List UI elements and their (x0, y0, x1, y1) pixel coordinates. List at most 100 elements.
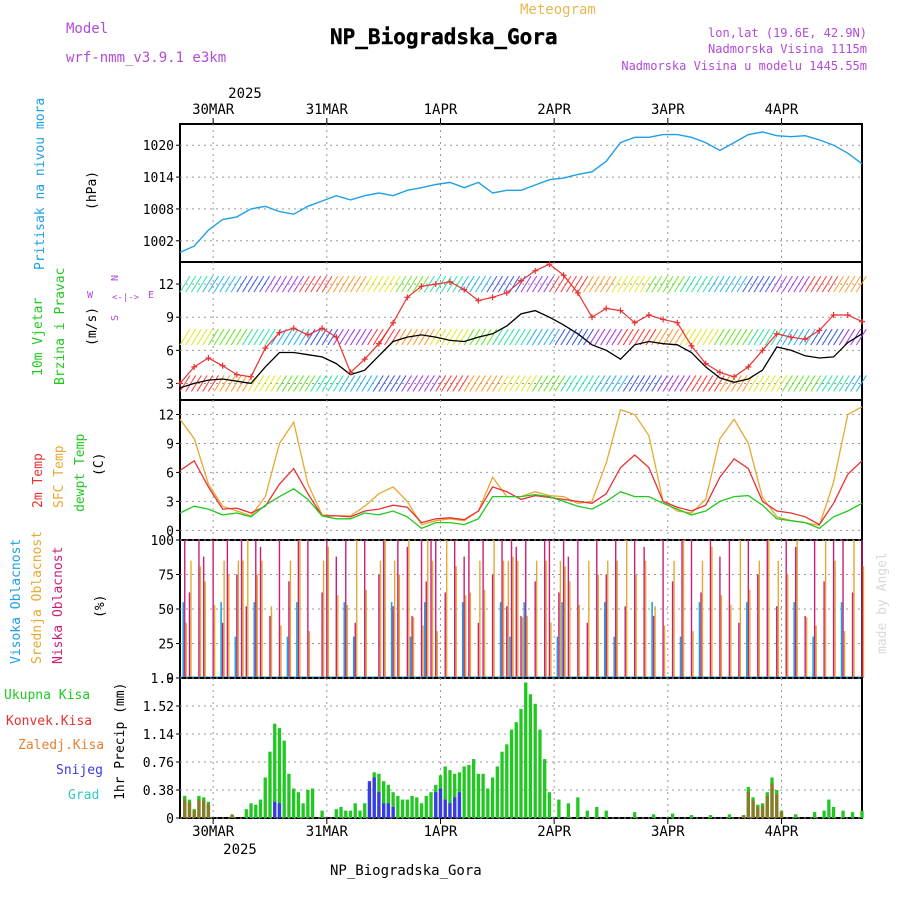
wind-gust-marker (702, 360, 709, 367)
rain-total-bar (831, 806, 836, 818)
y-tick-label: 9 (166, 437, 174, 452)
wind-barb (406, 275, 418, 293)
conv-rain-bar (187, 802, 192, 818)
wind-gust-marker (219, 362, 226, 369)
wind-barb (776, 275, 788, 293)
wind-barb (350, 275, 361, 293)
wind-barb (793, 375, 805, 392)
wind-barb (634, 275, 646, 293)
elevation-label: Nadmorska Visina 1115m (708, 42, 867, 56)
wind-barb (804, 275, 816, 293)
wind-barb (560, 275, 572, 293)
rain-total-bar (841, 810, 845, 818)
wind-gust-marker (404, 294, 411, 301)
wind-barb (782, 275, 793, 293)
wind-barb (236, 275, 248, 293)
wind-barb (287, 328, 299, 346)
year-bottom: 2025 (223, 842, 257, 858)
conv-rain-bar (765, 796, 769, 818)
wind-barb (560, 375, 572, 392)
rain-total-bar (363, 803, 367, 818)
conv-rain-bar (746, 791, 750, 818)
wind-barb (799, 375, 810, 392)
y-tick-label: 1.14 (143, 728, 174, 743)
rain-total-bar (727, 814, 732, 818)
wind-barb (628, 275, 640, 293)
y-tick-label: 6 (166, 466, 174, 481)
wind-barb (423, 275, 435, 293)
wind-barb (679, 328, 691, 346)
rain-total-bar (557, 799, 561, 818)
wind-barb (264, 375, 276, 392)
wind-gust-marker (319, 325, 326, 332)
wind-barb (537, 328, 549, 346)
wind-barb (355, 328, 367, 346)
wind-barb (463, 328, 475, 346)
rain-total-bar (689, 815, 694, 818)
wind-barb (844, 275, 856, 293)
wind-barb (406, 375, 418, 392)
snow-bar (434, 792, 438, 818)
wind-gust-marker (276, 329, 283, 336)
wind-gust-marker (262, 345, 269, 352)
wind-gust-marker (532, 267, 539, 274)
rain-total-bar (419, 803, 424, 818)
rain-total-bar (263, 777, 267, 818)
wind-barb (338, 328, 350, 346)
wind-barb (503, 375, 515, 392)
wind-barb (764, 328, 776, 346)
wind-barb (816, 275, 827, 293)
day-label-top: 3APR (651, 102, 685, 118)
conv-rain-bar (183, 799, 187, 818)
wind-barb (247, 328, 259, 346)
rain-total-bar (651, 814, 656, 818)
wind-gust-marker (177, 380, 183, 387)
wind-barb (702, 275, 714, 293)
wind-barb (543, 328, 555, 346)
coords-label: lon,lat (19.6E, 42.9N) (708, 26, 867, 40)
precip-legend-item: Grad (68, 788, 99, 803)
wind-barb (406, 328, 418, 346)
rain-total-bar (514, 722, 518, 818)
wind-barb (594, 375, 606, 392)
wind-barb (531, 275, 543, 293)
wind-barb (367, 328, 378, 346)
rain-total-bar (400, 799, 405, 818)
rain-total-bar (533, 703, 537, 818)
rain-total-bar (320, 810, 324, 818)
rain-total-bar (481, 773, 485, 818)
wind-barb (662, 328, 674, 346)
wind-barb (838, 275, 850, 293)
snow-bar (367, 781, 372, 818)
wind-barb (753, 375, 765, 392)
wind-barb (799, 328, 810, 346)
wind-barb (776, 328, 788, 346)
conv-rain-bar (770, 783, 774, 818)
precip-legend: Ukupna Kisa Konvek.Kisa Zaledj.Kisa Snijeg G… (4, 688, 104, 803)
wind-gust-marker (830, 311, 837, 318)
wind-barb (810, 375, 822, 392)
wind-barb (634, 375, 646, 392)
wind-gust-marker (645, 311, 652, 318)
wind-barb (827, 328, 839, 346)
wind-barb (776, 375, 788, 392)
conv-rain-bar (197, 799, 201, 818)
conv-rain-bar (779, 811, 784, 818)
svg-text:E: E (148, 290, 154, 301)
wind-barb (833, 328, 845, 346)
wind-barb (389, 275, 401, 293)
wind-barb (213, 275, 225, 293)
wind-barb (281, 328, 293, 346)
wind-barb (656, 275, 668, 293)
model-label: Model (66, 21, 108, 37)
wind-barb (520, 275, 532, 293)
rain-total-bar (254, 804, 258, 818)
wind-barb (730, 275, 742, 293)
wind-barb (804, 375, 816, 392)
rain-total-bar (353, 803, 357, 818)
svg-text:N: N (110, 275, 121, 281)
bottom-day-labels: 30MAR 31MAR 1APR 2APR 3APR 4APR (192, 818, 799, 840)
wind-barb (418, 275, 430, 293)
wind-barb (571, 328, 583, 346)
rain-total-bar (576, 797, 580, 818)
